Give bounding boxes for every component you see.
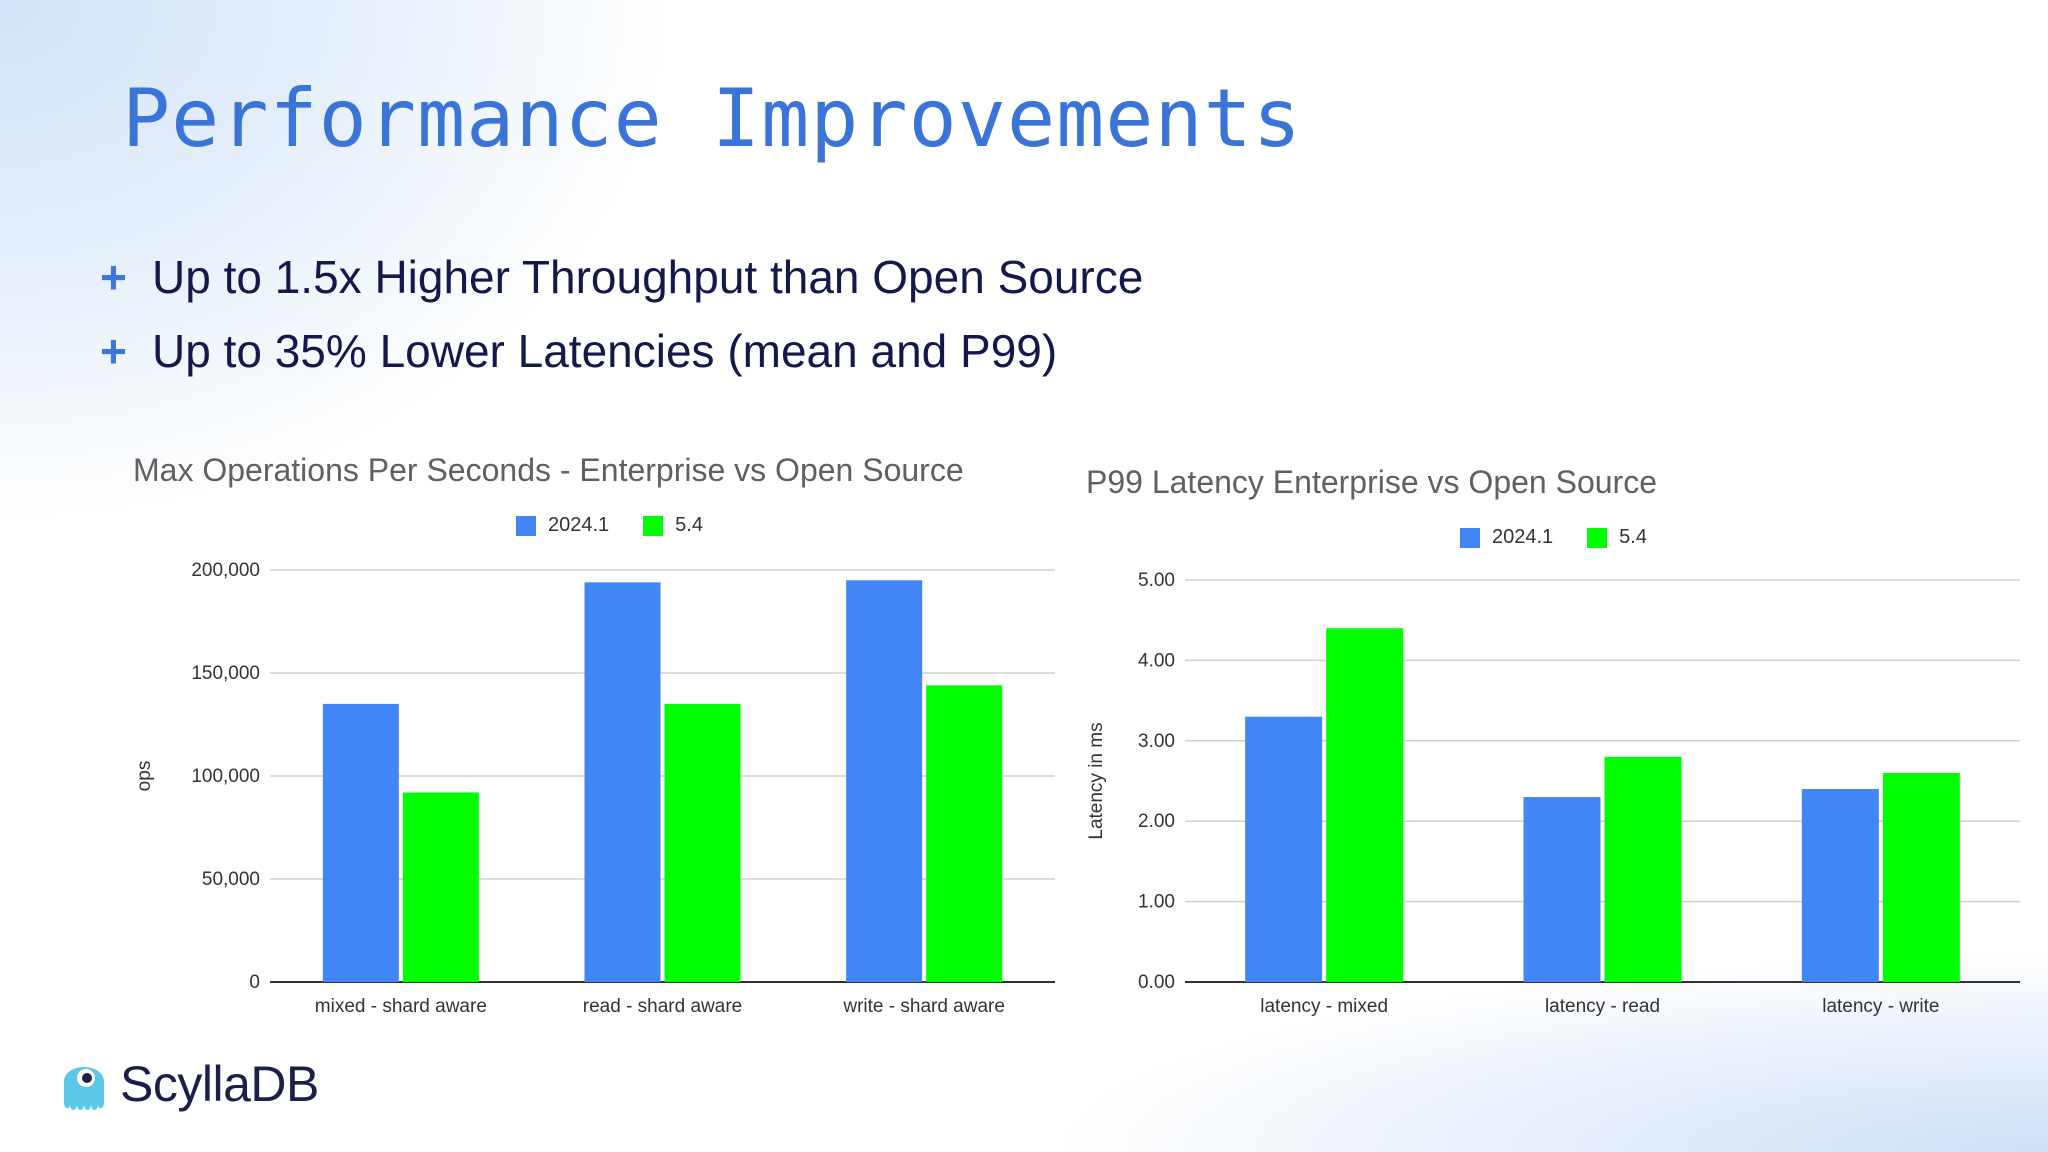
y-tick-label: 0 — [249, 972, 260, 993]
bar-5-4 — [926, 685, 1003, 982]
bar-2024-1 — [1801, 789, 1879, 982]
bar-5-4 — [664, 703, 741, 982]
bar-2024-1 — [1523, 797, 1601, 982]
legend-swatch — [516, 515, 536, 536]
chart-title-ops: Max Operations Per Seconds - Enterprise … — [133, 452, 964, 488]
legend-item: 5.4 — [1587, 526, 1647, 549]
bar-2024-1 — [846, 580, 923, 982]
x-tick-label: write - shard aware — [842, 996, 1005, 1017]
legend-swatch — [1460, 527, 1480, 548]
legend-label: 5.4 — [675, 514, 703, 536]
x-tick-label: read - shard aware — [583, 996, 742, 1017]
bar-5-4 — [1882, 772, 1960, 982]
legend-item: 2024.1 — [1460, 526, 1553, 549]
chart-title-latency: P99 Latency Enterprise vs Open Source — [1086, 464, 1657, 500]
y-tick-label: 150,000 — [191, 663, 260, 684]
bar-5-4 — [402, 792, 479, 982]
chart-latency: 0.00 1.00 2.00 3.00 4.00 5.00 latency - mixed l… — [1086, 570, 2020, 1017]
bar-2024-1 — [322, 703, 399, 982]
y-tick-label: 50,000 — [202, 869, 260, 890]
y-axis-title: ops — [134, 761, 155, 792]
y-tick-label: 4.00 — [1138, 650, 1175, 671]
y-tick-label: 2.00 — [1138, 811, 1175, 832]
bullet-text: Up to 1.5x Higher Throughput than Open S… — [152, 251, 1144, 303]
chart-ops: 0 50,000 100,000 150,000 200,000 mixed - shar… — [134, 560, 1055, 1017]
bullet-list: + Up to 1.5x Higher Throughput than Open… — [100, 240, 1143, 388]
legend-item: 2024.1 — [516, 514, 609, 537]
bar-2024-1 — [584, 582, 661, 982]
bar-2024-1 — [1245, 716, 1323, 982]
logo-text: ScyllaDB — [120, 1056, 319, 1112]
legend-label: 2024.1 — [548, 514, 610, 536]
octopus-mascot-icon — [64, 1067, 104, 1110]
x-tick-label: latency - mixed — [1260, 996, 1388, 1017]
legend-label: 5.4 — [1619, 526, 1647, 548]
legend-item: 5.4 — [643, 514, 703, 537]
y-tick-label: 3.00 — [1138, 731, 1175, 752]
y-tick-label: 0.00 — [1138, 972, 1175, 993]
legend-swatch — [643, 515, 664, 536]
slide-title: Performance Improvements — [122, 72, 1302, 165]
x-tick-label: mixed - shard aware — [315, 996, 487, 1017]
scylladb-logo: ScyllaDB — [58, 1052, 319, 1116]
bar-5-4 — [1326, 628, 1404, 982]
y-tick-label: 100,000 — [191, 766, 260, 787]
chart-legend-ops: 2024.1 5.4 — [516, 514, 725, 537]
bar-5-4 — [1604, 756, 1682, 982]
y-tick-label: 200,000 — [191, 560, 260, 581]
chart-legend-latency: 2024.1 5.4 — [1460, 526, 1669, 549]
bullet-item: + Up to 1.5x Higher Throughput than Open… — [100, 240, 1143, 314]
x-tick-label: latency - write — [1822, 996, 1939, 1017]
plus-icon: + — [100, 325, 127, 377]
y-tick-label: 5.00 — [1138, 570, 1175, 591]
bullet-text: Up to 35% Lower Latencies (mean and P99) — [152, 325, 1058, 377]
plus-icon: + — [100, 251, 127, 303]
y-axis-title: Latency in ms — [1086, 722, 1107, 839]
x-tick-label: latency - read — [1545, 996, 1660, 1017]
bullet-item: + Up to 35% Lower Latencies (mean and P9… — [100, 314, 1143, 388]
y-tick-label: 1.00 — [1138, 892, 1175, 913]
legend-swatch — [1587, 527, 1608, 548]
legend-label: 2024.1 — [1492, 526, 1554, 548]
